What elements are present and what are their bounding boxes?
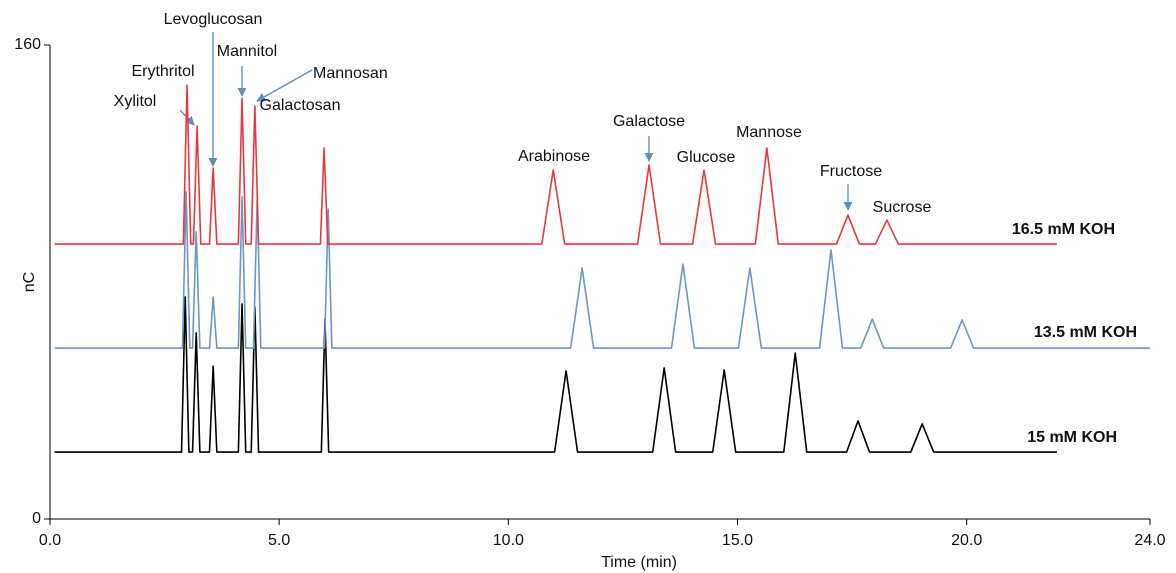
series-label: 15 mM KOH	[1027, 429, 1117, 446]
y-axis-label: nC	[21, 272, 38, 292]
series-label: 16.5 mM KOH	[1012, 221, 1115, 238]
peak-label: Erythritol	[131, 63, 194, 80]
peak-label: Arabinose	[518, 148, 590, 165]
peak-label: Galactosan	[260, 97, 341, 114]
trace	[54, 296, 1057, 453]
peak-label: Mannitol	[217, 43, 277, 60]
x-tick-label: 20.0	[951, 532, 982, 549]
peak-label: Xylitol	[114, 93, 157, 110]
x-axis-label: Time (min)	[601, 554, 677, 571]
peak-label: Sucrose	[873, 199, 932, 216]
x-tick-label: 10.0	[493, 532, 524, 549]
peak-label: Fructose	[820, 163, 882, 180]
x-tick-label: 15.0	[722, 532, 753, 549]
arrow	[256, 69, 313, 102]
x-tick-label: 0.0	[39, 532, 61, 549]
peak-label: Glucose	[677, 149, 736, 166]
trace	[54, 84, 1057, 245]
y-tick-label: 0	[32, 510, 41, 527]
y-tick-label: 160	[14, 36, 41, 53]
peak-label: Mannosan	[313, 65, 388, 82]
peak-label: Levoglucosan	[164, 11, 263, 28]
peak-label: Galactose	[613, 113, 685, 130]
x-tick-label: 5.0	[268, 532, 290, 549]
peak-label: Mannose	[736, 124, 802, 141]
x-tick-label: 24.0	[1134, 532, 1165, 549]
trace	[54, 191, 1150, 349]
series-label: 13.5 mM KOH	[1034, 324, 1137, 341]
